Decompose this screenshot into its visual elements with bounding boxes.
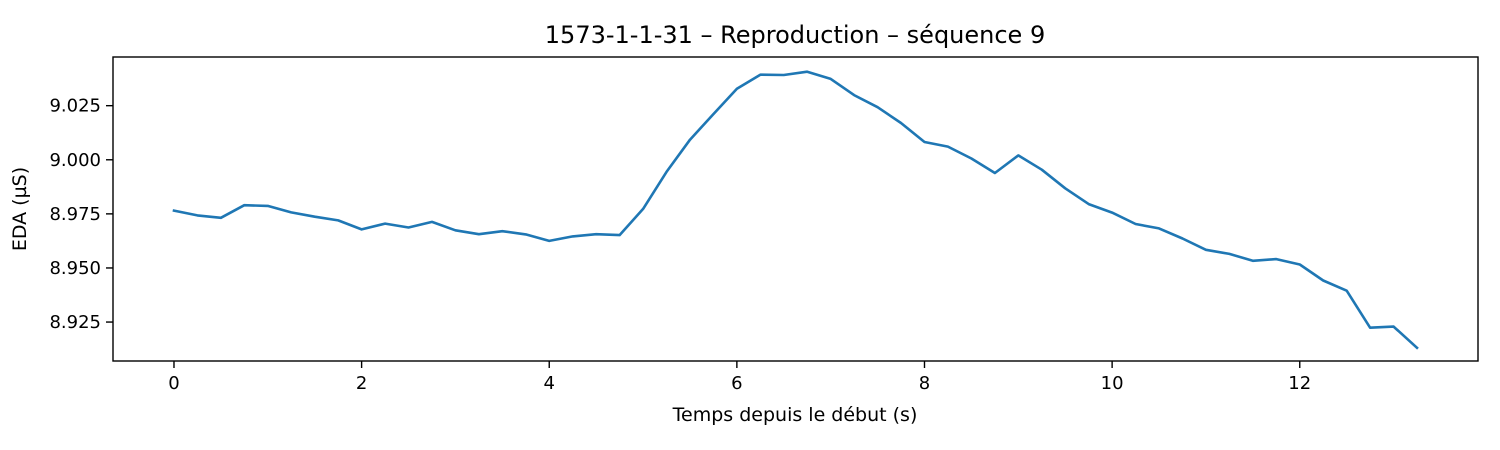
x-tick-label: 0 [168,373,179,394]
y-tick-label: 8.925 [49,312,101,333]
y-tick-label: 9.025 [49,96,101,117]
x-axis-ticks: 0 2 4 6 8 10 12 [168,361,1311,394]
x-tick-label: 8 [919,373,930,394]
y-tick-label: 9.000 [49,150,101,171]
x-axis-label: Temps depuis le début (s) [672,404,918,426]
x-tick-label: 4 [544,373,555,394]
x-tick-label: 2 [356,373,367,394]
x-tick-label: 6 [731,373,742,394]
y-axis-label: EDA (µS) [9,167,31,251]
chart-title: 1573-1-1-31 – Reproduction – séquence 9 [545,21,1045,49]
x-tick-label: 12 [1288,373,1311,394]
plot-area [112,56,1479,362]
y-axis-ticks: 8.925 8.950 8.975 9.000 9.025 [49,96,113,333]
y-tick-label: 8.975 [49,204,101,225]
series-line-0 [172,70,1419,350]
plot-frame [112,56,1479,362]
y-tick-label: 8.950 [49,258,101,279]
x-tick-label: 10 [1101,373,1124,394]
